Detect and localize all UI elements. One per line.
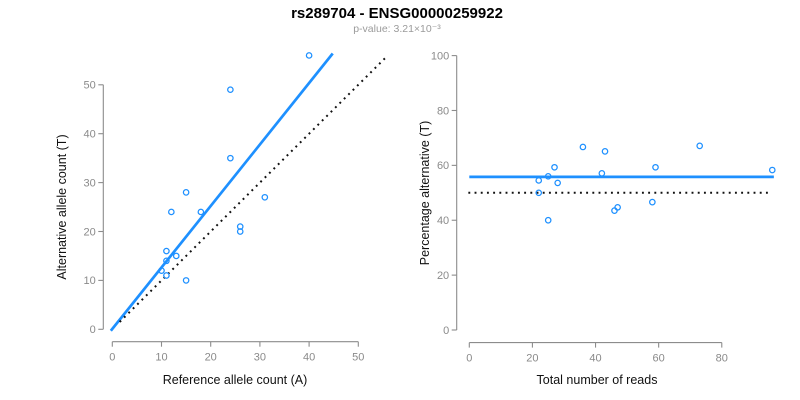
data-point <box>227 86 234 94</box>
data-point <box>182 189 190 196</box>
data-point <box>535 189 543 197</box>
data-point <box>696 142 704 150</box>
data-point <box>163 257 170 265</box>
data-point <box>261 193 269 201</box>
left-y-axis-title: Alternative allele count (T) <box>55 134 69 279</box>
y-tick-label: 0 <box>90 324 96 336</box>
data-point <box>535 177 543 184</box>
left-plot: 0 10 20 30 40 50 0 10 20 30 40 50 Reference allele … <box>55 52 388 387</box>
data-point <box>579 143 587 151</box>
data-point <box>236 228 244 235</box>
y-tick-label: 0 <box>443 325 449 337</box>
data-point <box>163 272 170 279</box>
x-tick-label: 10 <box>155 352 167 364</box>
data-point <box>168 208 175 216</box>
x-tick-label: 50 <box>352 352 364 364</box>
data-point <box>182 277 190 284</box>
x-tick-label: 20 <box>526 353 538 365</box>
data-point <box>163 247 170 255</box>
right-x-axis-title: Total number of reads <box>537 373 658 387</box>
data-point <box>554 179 561 187</box>
y-tick-label: 30 <box>84 177 96 189</box>
y-tick-label: 60 <box>437 160 449 172</box>
x-tick-label: 0 <box>109 352 115 364</box>
y-tick-label: 80 <box>437 105 449 117</box>
data-point <box>614 204 621 211</box>
y-tick-label: 20 <box>84 226 96 238</box>
data-point <box>652 163 659 171</box>
right-plot-marks: 0 20 40 60 80 100 0 20 40 60 80 <box>431 50 776 365</box>
p-value-subtitle: p-value: 3.21×10⁻³ <box>353 23 441 35</box>
left-plot-marks: 0 10 20 30 40 50 0 10 20 30 40 50 <box>84 52 388 364</box>
page-title: rs289704 - ENSG00000259922 <box>291 5 503 22</box>
data-point <box>768 166 776 174</box>
x-tick-label: 60 <box>653 353 665 365</box>
right-plot: 0 20 40 60 80 100 0 20 40 60 80 Total number of re… <box>418 50 776 387</box>
right-y-axis-title: Percentage alternative (T) <box>418 121 432 266</box>
y-tick-label: 100 <box>431 50 449 62</box>
data-point <box>305 52 313 59</box>
x-tick-label: 40 <box>589 353 601 365</box>
x-tick-label: 30 <box>254 352 266 364</box>
y-tick-label: 40 <box>437 215 449 227</box>
data-point <box>649 198 656 206</box>
data-point <box>551 163 558 171</box>
data-point <box>544 216 552 224</box>
left-x-axis-title: Reference allele count (A) <box>163 373 308 387</box>
x-tick-label: 0 <box>466 353 472 365</box>
data-point <box>544 173 552 180</box>
y-tick-label: 40 <box>84 129 96 141</box>
x-tick-label: 40 <box>303 352 315 364</box>
y-tick-label: 10 <box>84 275 96 287</box>
y-tick-label: 50 <box>84 80 96 92</box>
regression-line <box>109 52 334 332</box>
data-point <box>227 154 234 162</box>
data-point <box>601 148 609 155</box>
identity-line <box>118 55 388 323</box>
data-point <box>611 207 618 214</box>
data-point <box>172 252 180 260</box>
x-tick-label: 20 <box>205 352 217 364</box>
x-tick-label: 80 <box>716 353 728 365</box>
data-point <box>598 169 606 177</box>
data-point <box>158 267 165 274</box>
y-tick-label: 20 <box>437 270 449 282</box>
data-point <box>197 208 205 216</box>
